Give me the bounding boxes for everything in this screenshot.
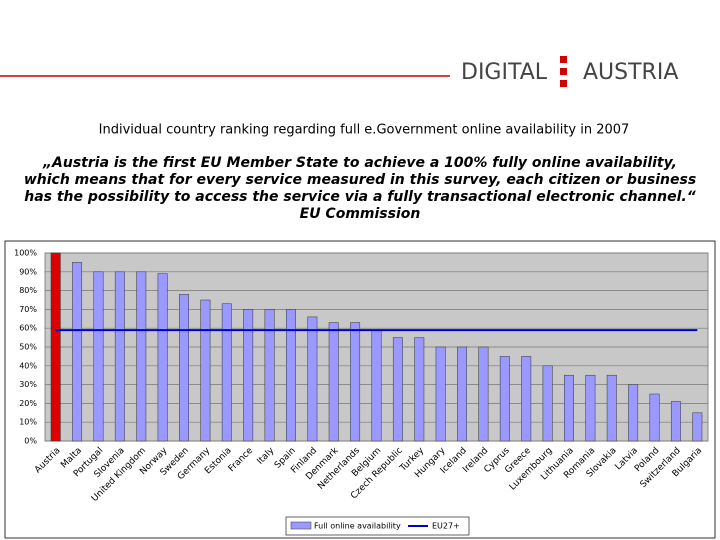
y-tick-label: 50% <box>19 343 37 352</box>
bar <box>649 393 660 442</box>
logo-left: DIGITAL <box>461 60 548 85</box>
quote-line: has the possibility to access the servic… <box>24 189 696 205</box>
y-tick-label: 10% <box>19 418 37 427</box>
legend-swatch <box>290 521 312 530</box>
logo-right: AUSTRIA <box>583 60 678 85</box>
bar <box>521 356 532 442</box>
bar <box>692 412 703 442</box>
y-tick-label: 40% <box>19 361 37 370</box>
quote-line: „Austria is the first EU Member State to… <box>42 155 677 171</box>
y-tick-label: 70% <box>19 305 37 314</box>
y-tick-label: 0% <box>24 437 37 446</box>
bar <box>585 374 596 442</box>
bar <box>72 262 83 442</box>
y-tick-label: 20% <box>19 399 37 408</box>
bar <box>157 273 168 442</box>
bar <box>243 309 254 442</box>
bar <box>499 356 510 442</box>
logo-square <box>560 56 567 63</box>
bar <box>307 316 318 442</box>
bar <box>564 374 574 442</box>
bar <box>606 374 617 442</box>
legend-label: EU27+ <box>432 522 460 531</box>
bar <box>264 309 275 442</box>
bar <box>285 309 296 442</box>
y-tick-label: 80% <box>19 286 37 295</box>
bar <box>457 346 468 442</box>
y-tick-label: 60% <box>19 324 37 333</box>
bar <box>542 365 553 442</box>
chart-title: Individual country ranking regarding ful… <box>99 123 630 138</box>
bar <box>371 329 382 442</box>
bar <box>328 322 339 442</box>
bar <box>414 337 425 442</box>
y-tick-label: 100% <box>14 249 37 258</box>
bar <box>392 337 403 442</box>
legend-label: Full online availability <box>314 522 401 531</box>
bar <box>478 346 489 442</box>
bar <box>50 252 61 442</box>
logo-square <box>560 80 567 87</box>
bar <box>93 271 104 442</box>
bar <box>221 303 232 442</box>
bar <box>628 384 639 442</box>
logo-square <box>560 68 567 75</box>
quote-line: EU Commission <box>300 206 421 222</box>
quote-line: which means that for every service measu… <box>24 172 696 188</box>
legend-box <box>285 516 470 536</box>
bar <box>435 346 446 442</box>
y-tick-label: 90% <box>19 267 37 276</box>
bar <box>200 299 211 442</box>
bar <box>114 271 125 442</box>
bar <box>136 271 147 442</box>
bar <box>350 322 361 442</box>
quote: „Austria is the first EU Member State to… <box>24 155 697 222</box>
bar <box>179 294 189 442</box>
bar <box>670 401 681 442</box>
y-tick-label: 30% <box>19 380 37 389</box>
